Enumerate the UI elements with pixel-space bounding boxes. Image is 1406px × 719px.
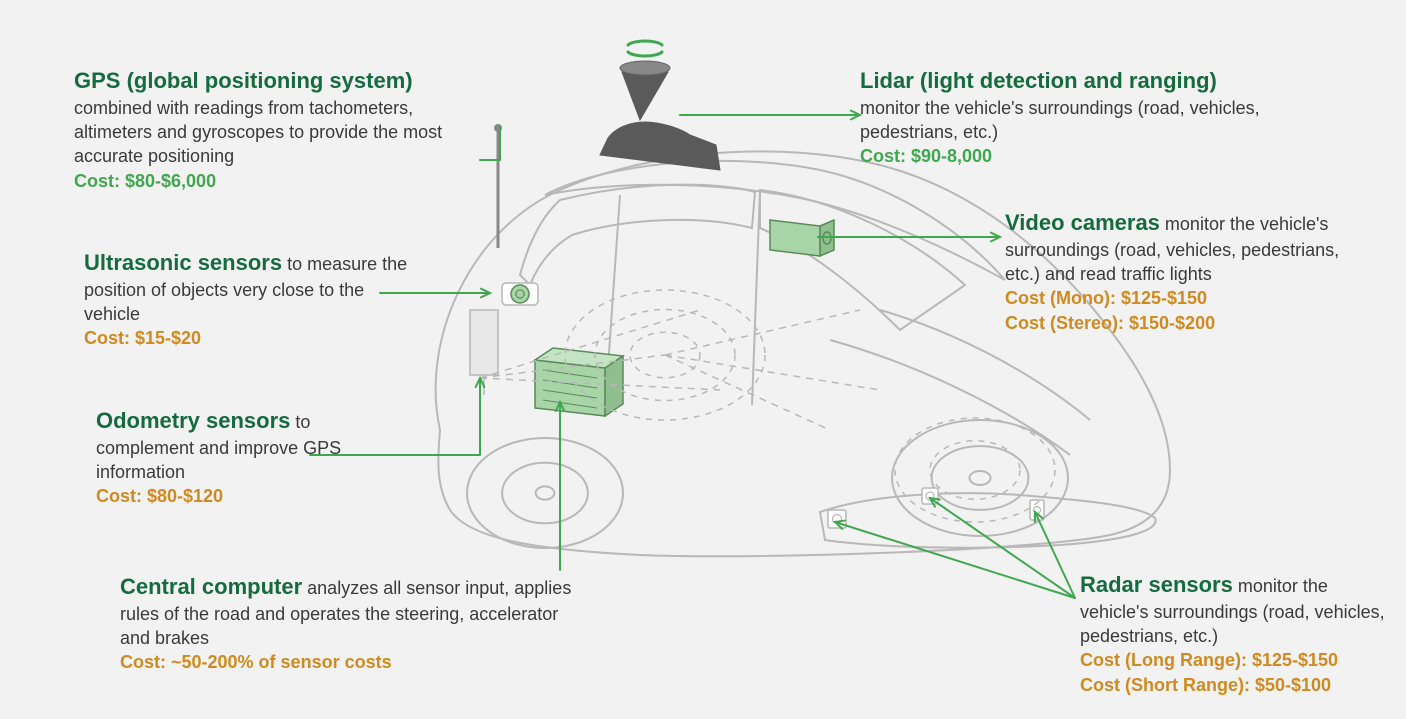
lidar-desc: monitor the vehicle's surroundings (road… [860, 96, 1320, 145]
callout-odometry: Odometry sensors to complement and impro… [96, 406, 396, 509]
gps-title: GPS (global positioning system) [74, 68, 413, 93]
gps-cost: Cost: $80-$6,000 [74, 169, 494, 193]
odometry-title: Odometry sensors [96, 408, 290, 433]
callout-gps: GPS (global positioning system) combined… [74, 66, 494, 193]
callout-lidar: Lidar (light detection and ranging) moni… [860, 66, 1320, 169]
central-cost: Cost: ~50-200% of sensor costs [120, 650, 580, 674]
callout-radar: Radar sensors monitor the vehicle's surr… [1080, 570, 1390, 697]
radar-cost2: Cost (Short Range): $50-$100 [1080, 673, 1390, 697]
odometry-cost: Cost: $80-$120 [96, 484, 396, 508]
radar-title: Radar sensors [1080, 572, 1233, 597]
cameras-cost2: Cost (Stereo): $150-$200 [1005, 311, 1365, 335]
central-title: Central computer [120, 574, 302, 599]
cameras-title: Video cameras [1005, 210, 1160, 235]
callout-central: Central computer analyzes all sensor inp… [120, 572, 580, 675]
lidar-title: Lidar (light detection and ranging) [860, 68, 1217, 93]
gps-desc: combined with readings from tachometers,… [74, 96, 494, 169]
lidar-cost: Cost: $90-8,000 [860, 144, 1320, 168]
cameras-cost1: Cost (Mono): $125-$150 [1005, 286, 1365, 310]
radar-cost1: Cost (Long Range): $125-$150 [1080, 648, 1390, 672]
callout-ultrasonic: Ultrasonic sensors to measure the positi… [84, 248, 414, 351]
infographic-canvas: GPS (global positioning system) combined… [0, 0, 1406, 719]
ultrasonic-cost: Cost: $15-$20 [84, 326, 414, 350]
ultrasonic-title: Ultrasonic sensors [84, 250, 282, 275]
callout-cameras: Video cameras monitor the vehicle's surr… [1005, 208, 1365, 335]
